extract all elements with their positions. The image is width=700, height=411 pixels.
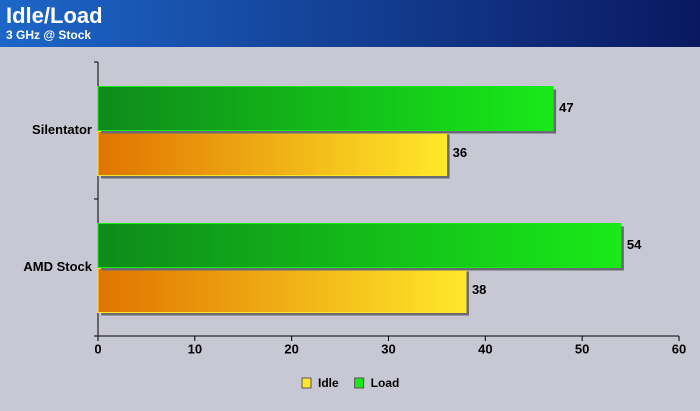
- legend-swatch: [354, 377, 365, 389]
- x-tick-label: 30: [381, 341, 395, 356]
- value-label: 54: [627, 237, 642, 252]
- legend-label: Load: [371, 376, 400, 390]
- bar: [97, 268, 467, 313]
- x-tick-label: 60: [672, 341, 686, 356]
- value-label: 36: [453, 145, 467, 160]
- bar: [97, 131, 448, 176]
- legend-swatch: [301, 377, 312, 389]
- bar: [97, 86, 554, 131]
- x-tick-label: 50: [575, 341, 589, 356]
- value-label: 38: [472, 282, 486, 297]
- x-tick-label: 10: [188, 341, 202, 356]
- header: [0, 0, 700, 47]
- value-label: 47: [559, 100, 573, 115]
- x-tick-label: 20: [284, 341, 298, 356]
- y-tick-label: AMD Stock: [23, 259, 92, 274]
- y-tick-label: Silentator: [32, 122, 92, 137]
- bar: [97, 223, 622, 268]
- legend-label: Idle: [318, 376, 339, 390]
- chart-subtitle: 3 GHz @ Stock: [6, 28, 91, 42]
- x-tick-label: 0: [94, 341, 101, 356]
- x-tick-label: 40: [478, 341, 492, 356]
- chart-title: Idle/Load: [6, 3, 103, 28]
